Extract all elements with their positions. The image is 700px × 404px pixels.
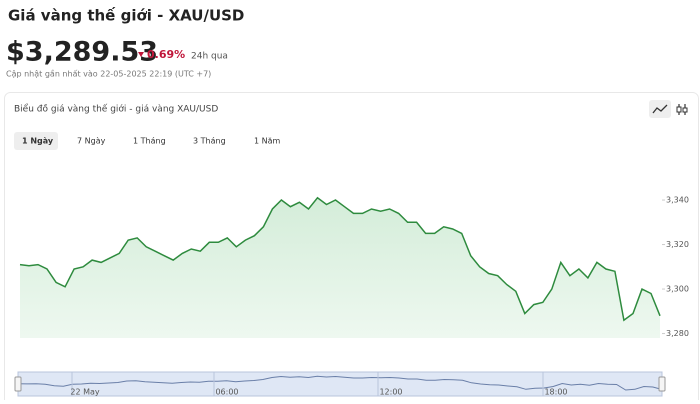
y-tick-label: 3,300 <box>666 285 689 294</box>
navigator-label: 06:00 <box>215 388 238 397</box>
navigator-handle[interactable] <box>14 376 22 392</box>
y-tick-label: 3,340 <box>666 196 689 205</box>
navigator-line <box>17 375 663 391</box>
line-icon <box>652 104 668 114</box>
y-tick-label: 3,320 <box>666 240 689 249</box>
card-title: Biểu đồ giá vàng thế giới - giá vàng XAU… <box>14 104 218 115</box>
page-title: Giá vàng thế giới - XAU/USD <box>8 6 244 25</box>
tab[interactable]: 1 Ngày <box>22 137 54 146</box>
tab-active-bg <box>14 132 58 150</box>
change: 0.69% <box>147 48 185 61</box>
navigator-label: 12:00 <box>379 388 402 397</box>
line <box>19 196 661 322</box>
tab[interactable]: 1 Tháng <box>133 137 166 146</box>
navigator-handle[interactable] <box>658 376 666 392</box>
navigator-label: 18:00 <box>544 388 567 397</box>
tab[interactable]: 1 Năm <box>254 137 281 146</box>
navigator[interactable] <box>17 371 663 397</box>
period: 24h qua <box>191 52 228 62</box>
tab[interactable]: 7 Ngày <box>77 137 106 146</box>
updated: Cập nhật gần nhất vào 22-05-2025 22:19 (… <box>6 69 211 80</box>
down-arrow <box>138 52 144 57</box>
price: $3,289.53 <box>6 37 158 68</box>
area <box>20 197 660 338</box>
navigator-label: 22 May <box>70 388 100 397</box>
tab[interactable]: 3 Tháng <box>193 137 226 146</box>
line-chart-button[interactable] <box>649 100 671 118</box>
y-tick-label: 3,280 <box>666 329 689 338</box>
